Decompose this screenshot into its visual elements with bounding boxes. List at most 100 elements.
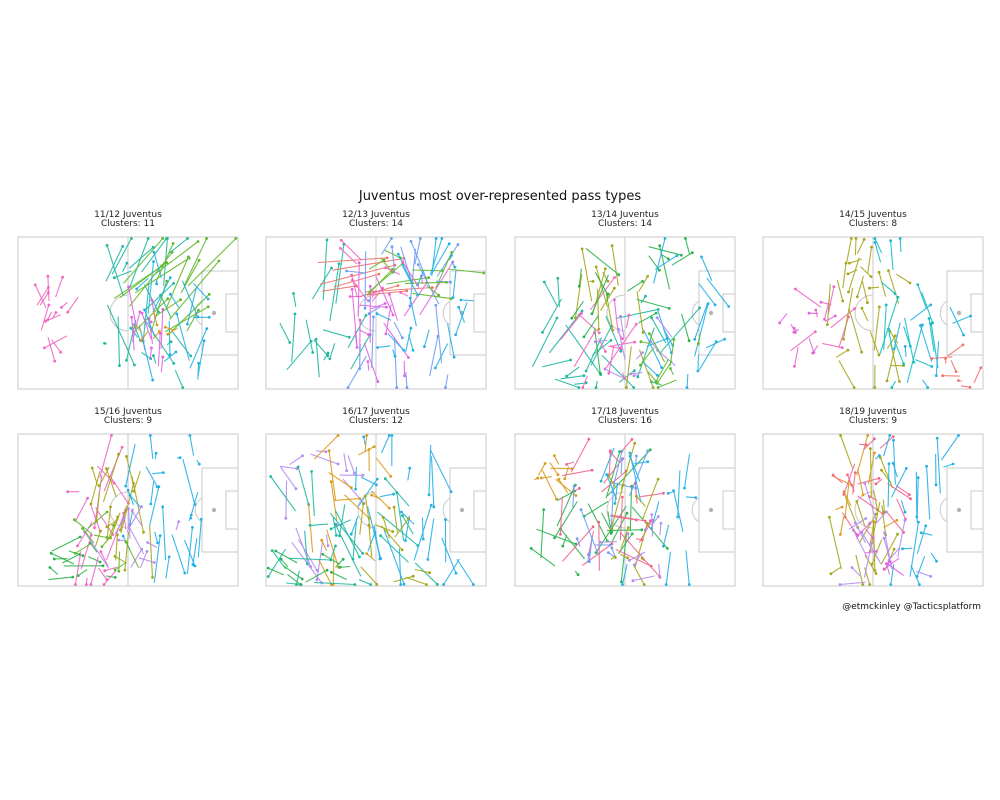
pass-line: [896, 273, 911, 284]
pass-end-marker: [354, 487, 357, 491]
pass-end-marker: [621, 337, 624, 341]
pass-line: [74, 543, 91, 554]
pass-line: [160, 309, 164, 349]
pass-end-marker: [684, 237, 687, 240]
pass-end-marker: [882, 536, 886, 540]
pass-line: [885, 563, 891, 575]
pass-end-marker: [868, 583, 872, 586]
pass-end-marker: [869, 447, 872, 450]
pass-end-marker: [852, 386, 856, 389]
pass-line: [595, 339, 608, 343]
pass-line: [888, 547, 900, 561]
pass-line: [36, 287, 49, 306]
pass-line: [329, 263, 340, 322]
pass-line: [114, 517, 125, 534]
pass-end-marker: [125, 455, 128, 458]
pass-end-marker: [874, 572, 878, 575]
pass-line: [428, 444, 432, 495]
pass-line: [694, 303, 709, 357]
pass-end-marker: [778, 321, 782, 325]
pass-end-marker: [969, 314, 972, 318]
pass-end-marker: [829, 572, 833, 576]
pass-end-marker: [171, 242, 175, 245]
pass-line: [915, 359, 932, 368]
pass-line: [881, 469, 892, 484]
pass-end-marker: [116, 533, 119, 537]
pass-line: [368, 524, 373, 558]
pass-line: [157, 333, 161, 367]
pass-end-marker: [103, 569, 107, 573]
pass-line: [321, 539, 328, 552]
pass-line: [162, 506, 167, 561]
pass-end-marker: [407, 356, 410, 359]
pass-end-marker: [423, 345, 426, 348]
pass-end-marker: [641, 351, 644, 354]
pass-end-marker: [383, 302, 387, 305]
pass-end-marker: [326, 544, 330, 548]
pass-end-marker: [98, 560, 102, 564]
pass-end-marker: [60, 306, 63, 309]
pass-line: [119, 265, 162, 298]
pass-line: [904, 346, 907, 357]
pass-end-marker: [450, 254, 453, 257]
pass-line: [902, 547, 913, 550]
passes: [33, 237, 238, 389]
pass-line: [698, 282, 716, 306]
pass-end-marker: [627, 559, 631, 562]
pass-end-marker: [89, 583, 93, 586]
penalty-spot: [211, 507, 217, 513]
pass-line: [180, 260, 200, 294]
pass-line: [51, 536, 81, 552]
penalty-spot: [708, 310, 714, 316]
pass-line: [595, 266, 608, 308]
pass-line: [452, 270, 457, 298]
pass-end-marker: [427, 276, 430, 279]
pass-line: [586, 553, 590, 563]
pass-line: [149, 525, 154, 578]
pass-end-marker: [456, 243, 460, 246]
pass-end-marker: [445, 280, 448, 284]
pass-line: [429, 336, 439, 377]
pass-end-marker: [577, 386, 581, 389]
pass-end-marker: [539, 476, 543, 480]
pass-end-marker: [651, 386, 655, 389]
pass-end-marker: [129, 326, 133, 330]
pass-end-marker: [656, 386, 660, 389]
pass-end-marker: [610, 546, 614, 550]
credit-text: @etmckinley @Tacticsplatform: [842, 602, 981, 612]
pass-line: [431, 243, 450, 274]
pass-end-marker: [105, 244, 109, 247]
pass-end-marker: [642, 583, 646, 586]
pass-end-marker: [646, 274, 650, 278]
pass-end-marker: [101, 564, 105, 568]
pass-line: [360, 476, 377, 486]
pass-end-marker: [854, 237, 858, 240]
pass-end-marker: [186, 322, 189, 326]
pass-end-marker: [831, 473, 835, 477]
pass-end-marker: [384, 266, 387, 270]
pass-line: [141, 238, 167, 273]
pass-end-marker: [66, 490, 70, 494]
pass-line: [329, 343, 336, 359]
pass-end-marker: [408, 304, 412, 308]
pass-end-marker: [696, 369, 700, 373]
pass-end-marker: [630, 438, 634, 441]
pass-line: [334, 524, 362, 577]
pass-end-marker: [847, 290, 850, 294]
pass-end-marker: [608, 543, 612, 547]
pass-line: [132, 298, 169, 334]
pass-end-marker: [348, 295, 352, 298]
pass-line: [34, 284, 47, 309]
pass-line: [105, 468, 117, 498]
pass-line: [417, 264, 440, 305]
pass-end-marker: [643, 519, 647, 523]
pass-line: [635, 455, 637, 465]
pass-end-marker: [400, 336, 404, 340]
pass-line: [642, 478, 659, 520]
pass-line: [359, 304, 387, 308]
pass-end-marker: [594, 265, 598, 269]
pass-line: [842, 263, 847, 289]
pass-end-marker: [112, 276, 116, 280]
pass-line: [131, 317, 135, 351]
pass-end-marker: [367, 333, 370, 336]
